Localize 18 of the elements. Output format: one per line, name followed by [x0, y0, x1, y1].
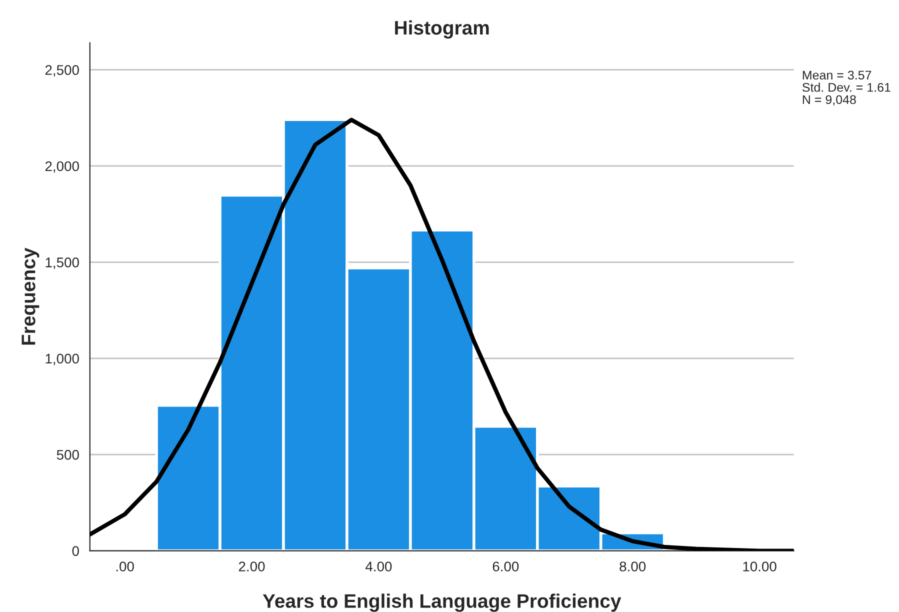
y-axis-title: Frequency — [22, 248, 40, 345]
y-tick-label: 1,000 — [46, 354, 79, 366]
x-tick-label: 10.00 — [743, 562, 776, 572]
text: Mean = 3.57 — [802, 70, 872, 80]
x-tick-label: .00 — [116, 562, 134, 572]
x-tick-label: 4.00 — [366, 562, 392, 572]
y-tick-label: 2,000 — [45, 161, 79, 173]
text: N = 9,048 — [802, 95, 856, 106]
y-tick-label: 500 — [56, 450, 79, 460]
x-tick-label: 2.00 — [238, 562, 265, 572]
y-tick-label: 1,500 — [46, 258, 79, 269]
chart-title: Histogram — [395, 20, 489, 39]
y-tick-label: 0 — [72, 546, 79, 556]
y-tick-label: 2,500 — [45, 65, 79, 77]
x-axis-title: Years to English Language Proficiency — [262, 594, 622, 612]
x-tick-label: 6.00 — [492, 562, 519, 572]
x-tick-label: 8.00 — [620, 562, 646, 572]
text: Std. Dev. = 1.61 — [802, 82, 890, 92]
